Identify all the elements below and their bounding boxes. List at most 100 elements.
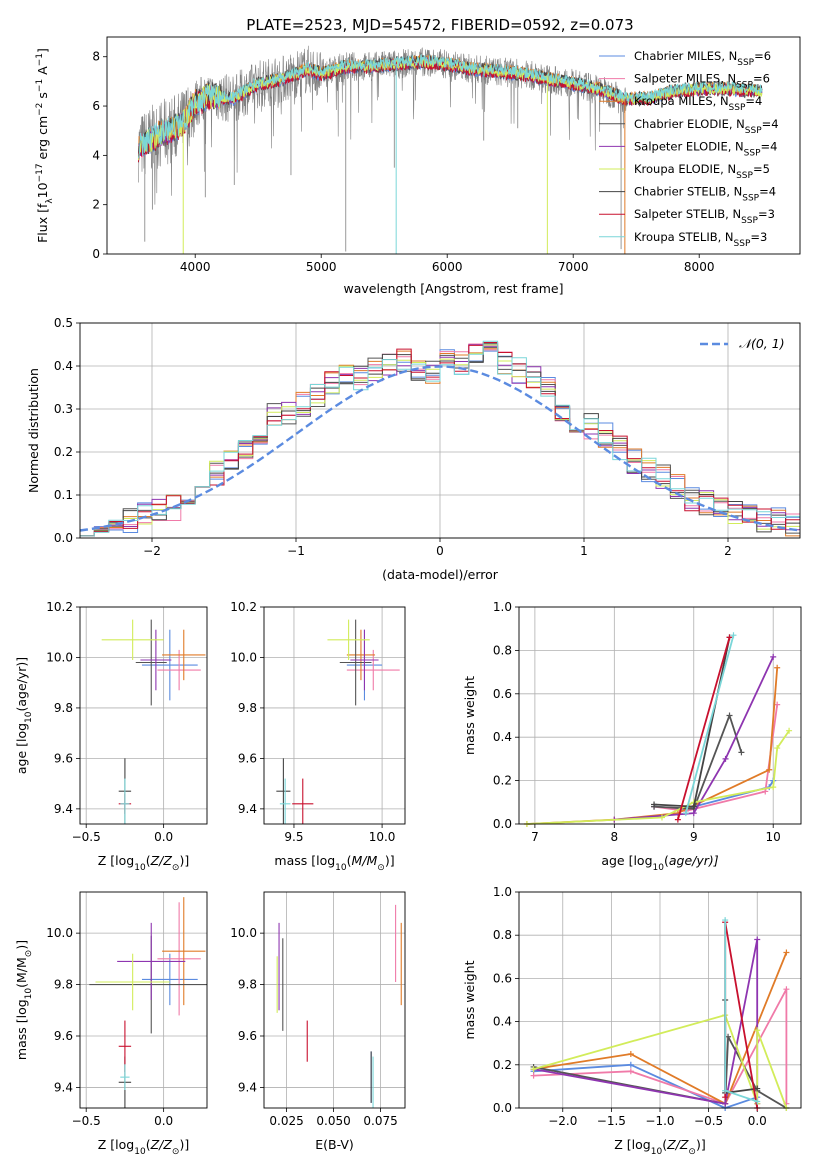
legend-entry: Kroupa ELODIE, NSSP=5 (634, 162, 770, 181)
label-part: )] (14, 940, 29, 950)
histogram-kroupa-stelib (80, 340, 800, 538)
y-axis-label: age [log10(age/yr)] (14, 657, 34, 774)
label-part: Chabrier MILES, N (634, 49, 737, 63)
label-part: Salpeter ELODIE, N (634, 139, 744, 153)
label-part: Kroupa MILES, N (634, 94, 729, 108)
label-part: (M/M (14, 957, 29, 988)
mass-weight-marker (774, 745, 781, 752)
mass-weight-marker (690, 803, 697, 810)
label-part: −1 (35, 53, 45, 66)
mass-weight-marker (730, 632, 737, 639)
label-part: SSP (729, 103, 746, 113)
label-part: −17 (35, 163, 45, 182)
label-part: 10 (134, 1147, 146, 1157)
label-part: M/M (352, 853, 378, 868)
label-part: 10 (651, 1147, 663, 1157)
y-tick-label: 10.0 (46, 926, 73, 940)
mass-weight-marker (786, 727, 793, 734)
label-part: Z/Z (150, 1137, 173, 1152)
y-tick-label: 9.4 (238, 802, 257, 816)
label-part: =4 (745, 94, 762, 108)
panel-age_vs_mass: 9.5 10.0 9.4 9.6 9.8 10.0 10.2 mass [log10(M/M⊙… (230, 600, 406, 873)
label-part: SSP (736, 171, 753, 181)
mass-weight-marker (722, 1094, 729, 1101)
mass-weight-marker (722, 917, 729, 924)
x-axis-label: wavelength [Angstrom, rest frame] (343, 281, 563, 296)
mass-weight-marker (674, 816, 681, 823)
x-tick-label: −0.5 (694, 1114, 723, 1128)
mass-weight-marker (530, 1066, 537, 1073)
legend-entry: Kroupa STELIB, NSSP=3 (634, 230, 767, 249)
y-tick-label: 4 (92, 148, 100, 162)
label-part: 10 (35, 182, 50, 198)
label-part: SSP (745, 126, 762, 136)
x-tick-label: 7 (531, 830, 539, 844)
mass-weight-marker (690, 810, 697, 817)
mass-weight-line (533, 952, 788, 1105)
axes-frame (263, 606, 406, 825)
label-part: 10 (24, 988, 34, 1000)
label-part: SSP (744, 148, 761, 158)
y-tick-label: 9.4 (54, 1080, 73, 1094)
x-tick-label: 0.075 (363, 1114, 397, 1128)
x-tick-label: 2 (724, 544, 732, 558)
y-tick-label: 9.8 (54, 978, 73, 992)
y-tick-label: 0.2 (54, 445, 73, 459)
y-tick-label: 0.4 (493, 730, 512, 744)
label-part: SSP (734, 239, 751, 249)
label-part: age [log (601, 853, 652, 868)
panel-residual_histogram: −2 −1 0 1 2 0.0 0.1 0.2 0.3 0.4 0.5 𝒩(0, 1) (data-mo… (26, 316, 801, 582)
label-part: ⊙ (24, 950, 34, 958)
label-part: Flux [f (35, 203, 50, 243)
label-part: ⊙ (172, 863, 180, 873)
model-spectrum-kroupa-stelib (138, 53, 763, 159)
y-tick-label: 9.4 (54, 802, 73, 816)
label-part: erg cm (35, 116, 50, 164)
label-part: SSP (742, 194, 759, 204)
y-tick-label: 9.8 (54, 701, 73, 715)
label-part: (age/yr)] (14, 657, 29, 712)
x-tick-label: 0.025 (269, 1114, 303, 1128)
y-tick-label: 0.0 (54, 531, 73, 545)
mass-weight-marker (651, 801, 658, 808)
x-tick-label: 0.050 (316, 1114, 350, 1128)
label-part: )] (385, 853, 395, 868)
mass-weight-marker (754, 1098, 761, 1105)
legend-entry: Chabrier ELODIE, NSSP=4 (634, 117, 779, 136)
label-part: =5 (753, 162, 770, 176)
x-tick-label: −2.0 (548, 1114, 577, 1128)
panel-mass_vs_ebv: 0.025 0.050 0.075 9.4 9.6 9.8 10.0 E(B-V) (230, 891, 406, 1152)
label-part: Z [log (614, 1137, 650, 1152)
x-axis-label: Z [log10(Z/Z⊙)] (98, 853, 189, 873)
label-part: =6 (753, 72, 770, 86)
y-tick-label: 0.8 (493, 928, 512, 942)
mass-weight-marker (754, 1027, 761, 1034)
label-part: Chabrier STELIB, N (634, 185, 742, 199)
y-tick-label: 10.2 (46, 600, 73, 614)
mass-weight-marker (627, 1068, 634, 1075)
label-part: 10 (653, 863, 665, 873)
label-part: Salpeter STELIB, N (634, 207, 741, 221)
mass-weight-marker (738, 749, 745, 756)
y-tick-label: 9.6 (238, 1029, 257, 1043)
mass-weight-marker (774, 664, 781, 671)
y-tick-label: 9.6 (54, 1029, 73, 1043)
y-tick-label: 9.6 (238, 751, 257, 765)
y-axis-label: Normed distribution (26, 368, 41, 493)
label-part: SSP (737, 58, 754, 68)
y-tick-label: 2 (92, 198, 100, 212)
y-axis-label: mass weight (462, 676, 477, 755)
label-part: Chabrier ELODIE, N (634, 117, 745, 131)
mass-weight-line (526, 730, 790, 825)
label-part: age [log (14, 723, 29, 774)
mass-weight-marker (658, 814, 665, 821)
label-part: =4 (762, 117, 779, 131)
y-tick-label: 1.0 (493, 885, 512, 899)
label-part: Kroupa STELIB, N (634, 230, 734, 244)
x-tick-label: 6000 (432, 260, 463, 274)
y-tick-label: 8 (92, 50, 100, 64)
x-tick-label: 8000 (684, 260, 715, 274)
x-tick-label: 10 (766, 830, 781, 844)
y-tick-label: 0.0 (493, 1101, 512, 1115)
